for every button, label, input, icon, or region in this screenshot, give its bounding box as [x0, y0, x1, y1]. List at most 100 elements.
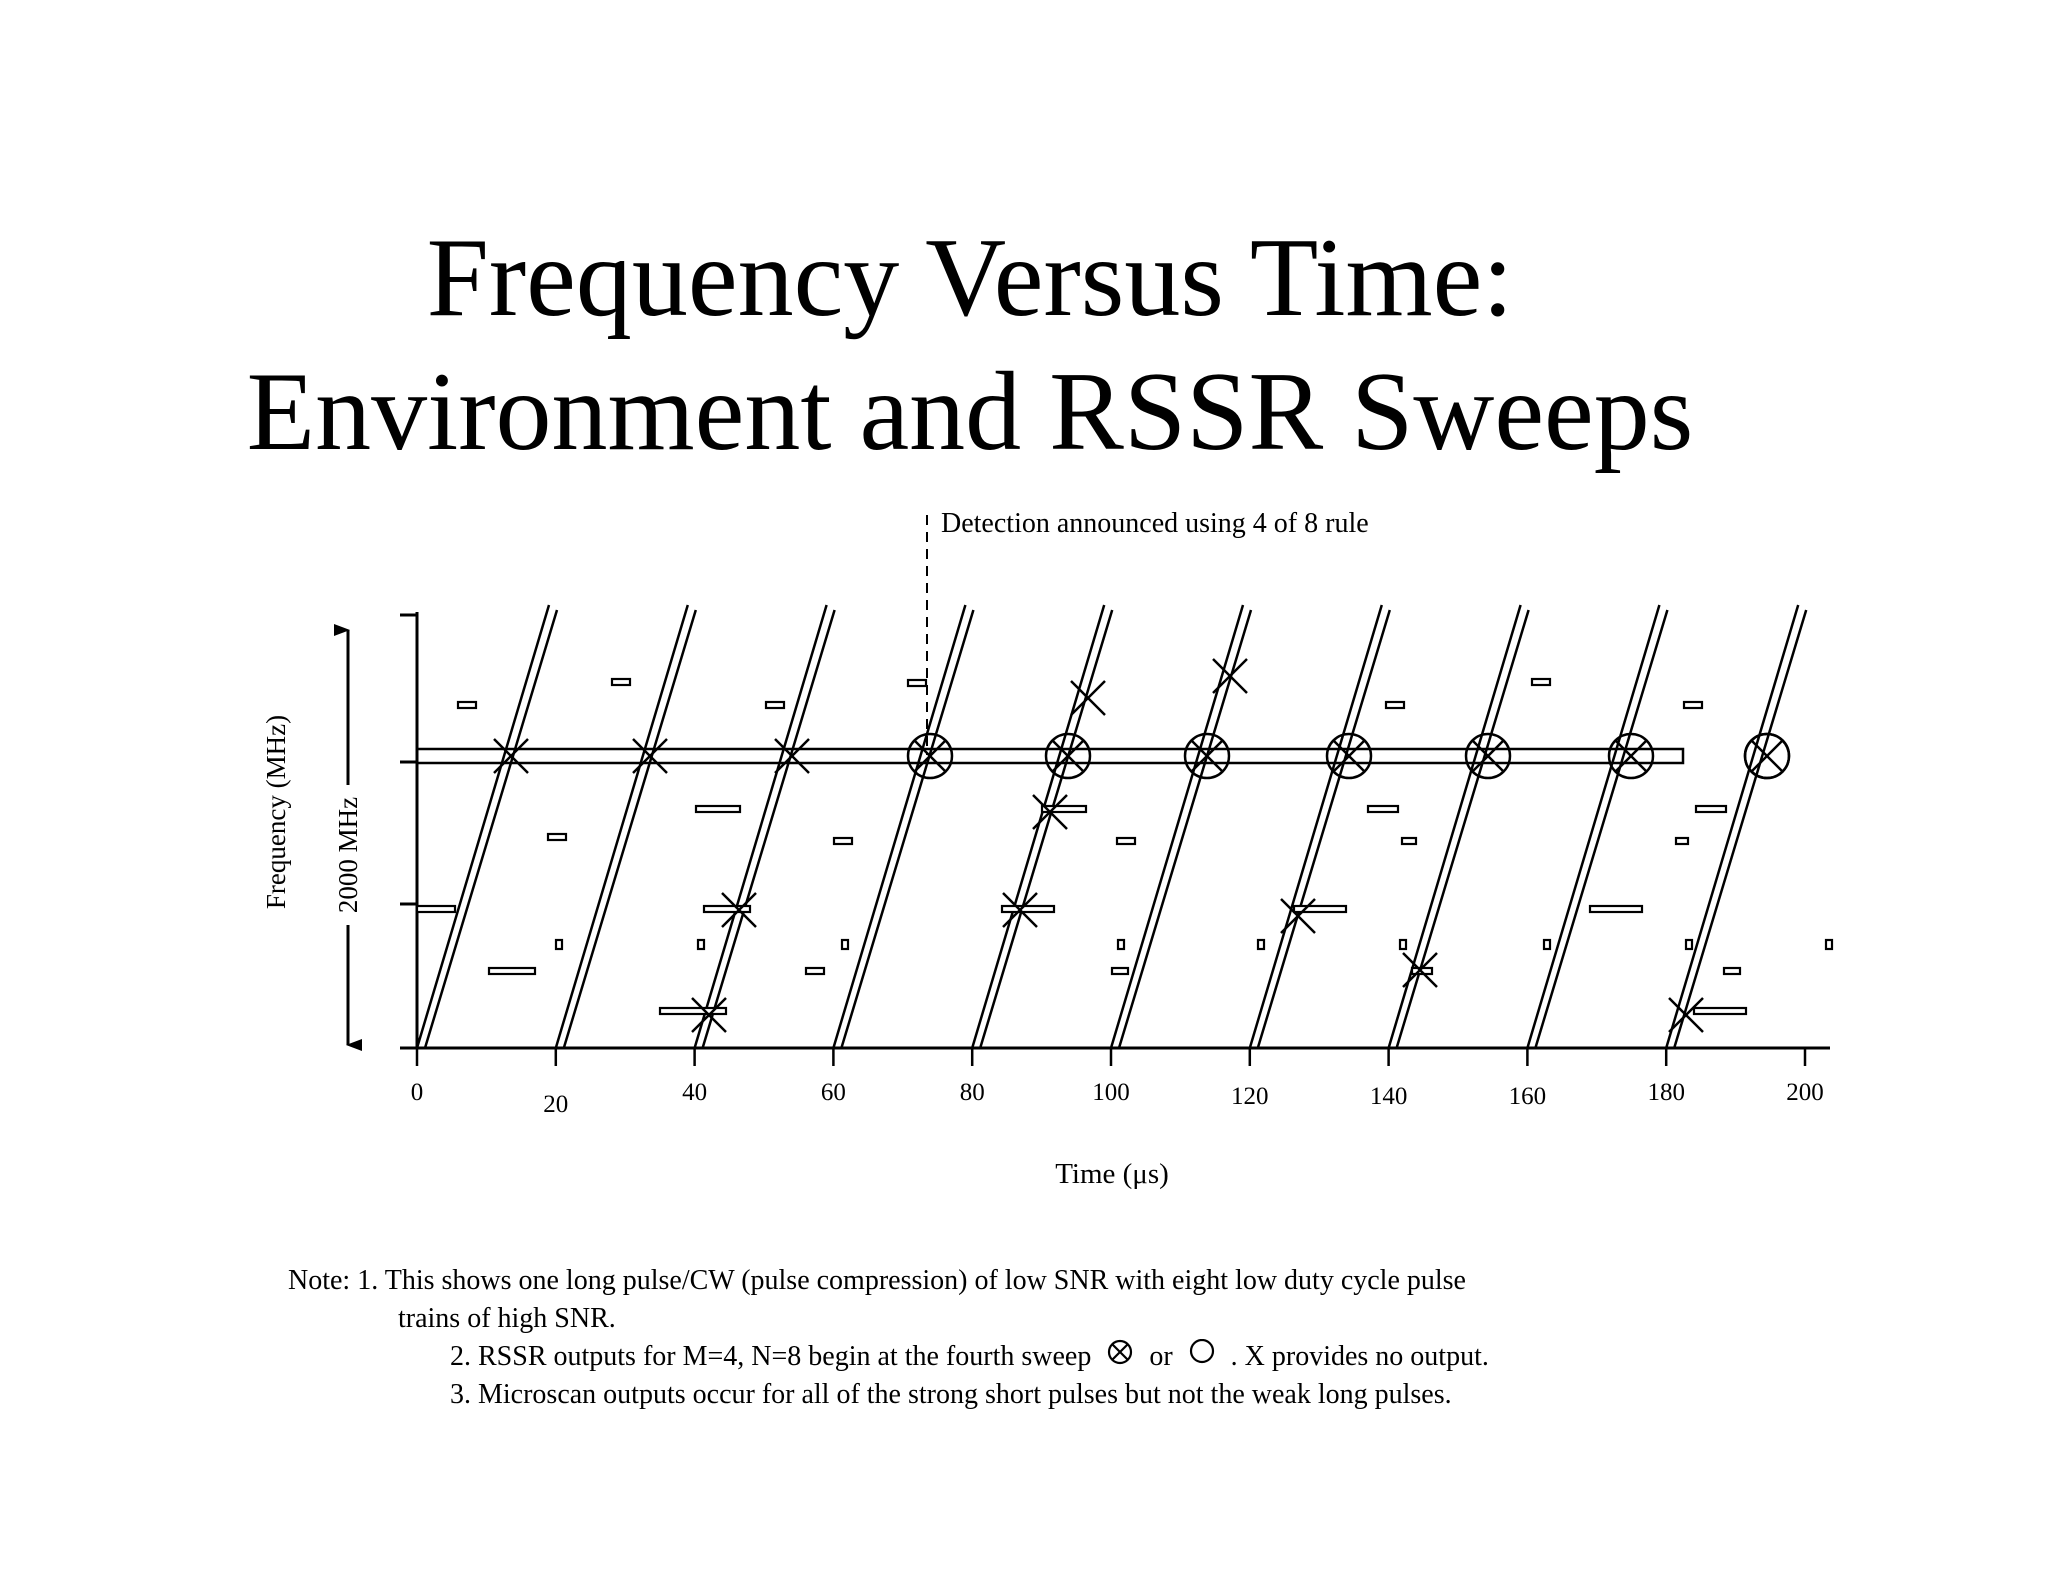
- sweep-line: [1109, 604, 1245, 1049]
- detection-circle: [1607, 732, 1655, 780]
- detection-annotation: Detection announced using 4 of 8 rule: [941, 508, 1369, 539]
- short-pulse: [840, 938, 850, 951]
- sweep-line: [840, 609, 975, 1049]
- x-mark: [1032, 794, 1068, 830]
- short-pulse: [1292, 904, 1348, 914]
- circle-x-detection: [1044, 732, 1092, 780]
- short-pulse: [415, 904, 457, 914]
- short-pulse: [694, 804, 742, 814]
- x-mark-stroke: [721, 892, 757, 928]
- short-pulse: [610, 677, 632, 687]
- note-1: Note: 1. This shows one long pulse/CW (p…: [288, 1262, 1489, 1300]
- x-mark: [1280, 898, 1316, 934]
- sweep-line: [1665, 604, 1800, 1049]
- short-pulse: [1040, 804, 1088, 814]
- x-mark-stroke: [774, 738, 810, 774]
- x-mark-stroke: [691, 997, 727, 1033]
- long-pulse-cw-band: [415, 747, 1685, 765]
- circle-icon: [1189, 1339, 1214, 1364]
- x-mark-stroke: [1668, 997, 1704, 1033]
- sweep-line: [1387, 604, 1522, 1049]
- x-mark: [1668, 997, 1704, 1033]
- x-mark: [1002, 892, 1038, 928]
- short-pulse: [1692, 1006, 1748, 1016]
- x-mark-stroke: [1070, 680, 1106, 716]
- detection-circle: [1325, 732, 1373, 780]
- x-mark: [774, 738, 810, 774]
- x-tick-label: 200: [1786, 1079, 1824, 1106]
- x-tick-label: 100: [1092, 1079, 1130, 1106]
- sweep-line: [693, 604, 828, 1049]
- note-2: 2. RSSR outputs for M=4, N=8 begin at th…: [450, 1338, 1489, 1376]
- sweep-line: [1534, 609, 1669, 1049]
- x-tick-label: 160: [1509, 1083, 1547, 1110]
- x-mark: [721, 892, 757, 928]
- circle-x-icon: [1108, 1339, 1133, 1365]
- x-tick-label: 180: [1647, 1079, 1685, 1106]
- short-pulse: [1256, 938, 1266, 951]
- sweep-line: [554, 604, 689, 1049]
- short-pulse: [658, 1006, 728, 1016]
- detection-cross: [1472, 740, 1504, 772]
- short-pulse: [456, 700, 478, 710]
- sweep-line: [832, 604, 967, 1049]
- x-mark-stroke: [632, 738, 668, 774]
- short-pulse: [1115, 836, 1137, 846]
- x-tick-label: 20: [543, 1091, 568, 1118]
- x-mark-stroke: [1032, 794, 1068, 830]
- circle-x-detection: [1325, 732, 1373, 780]
- x-mark-stroke: [1212, 658, 1248, 694]
- sweep-line: [701, 609, 836, 1049]
- sweep-line: [1395, 609, 1530, 1049]
- short-pulse: [764, 700, 786, 710]
- sweep-line: [423, 609, 559, 1049]
- x-mark-stroke: [1280, 898, 1316, 934]
- x-mark-stroke: [1402, 952, 1438, 988]
- x-mark-stroke: [1002, 892, 1038, 928]
- short-pulse: [1542, 938, 1552, 951]
- detection-circle: [906, 732, 954, 780]
- span-label: 2000 MHz: [333, 797, 363, 913]
- short-pulse: [906, 678, 928, 688]
- detection-cross: [914, 740, 946, 772]
- short-pulse: [702, 904, 752, 914]
- short-pulse: [1110, 966, 1130, 976]
- short-pulse: [1530, 677, 1552, 687]
- sweep-line: [1248, 604, 1383, 1049]
- detection-cross: [1615, 740, 1647, 772]
- x-tick-label: 140: [1370, 1083, 1408, 1110]
- detection-cross: [1191, 740, 1223, 772]
- note-3: 3. Microscan outputs occur for all of th…: [450, 1379, 1452, 1410]
- short-pulse: [832, 836, 854, 846]
- x-axis-label: Time (μs): [1055, 1158, 1169, 1190]
- detection-cross: [1751, 740, 1783, 772]
- short-pulse: [1366, 804, 1400, 814]
- sweep-line: [415, 604, 551, 1049]
- note-1-text: 1. This shows one long pulse/CW (pulse c…: [357, 1265, 1466, 1296]
- short-pulse: [696, 938, 706, 951]
- short-pulse: [804, 966, 826, 976]
- short-pulse: [1722, 966, 1742, 976]
- short-pulse: [1824, 938, 1834, 951]
- note-prefix: Note:: [288, 1265, 351, 1296]
- plain-circle-detection: [1743, 732, 1791, 780]
- title-line-1: Frequency Versus Time:: [426, 216, 1514, 340]
- short-pulse: [1398, 938, 1408, 951]
- circle-x-detection: [906, 732, 954, 780]
- short-pulse: [1682, 700, 1704, 710]
- sweep-line: [562, 609, 697, 1049]
- x-mark: [493, 738, 529, 774]
- x-mark: [632, 738, 668, 774]
- x-mark: [1402, 952, 1438, 988]
- x-mark: [1212, 658, 1248, 694]
- short-pulse: [1588, 904, 1644, 914]
- short-pulse: [1694, 804, 1728, 814]
- x-tick-label: 120: [1231, 1083, 1269, 1110]
- detection-circle: [1183, 732, 1231, 780]
- sweep-line: [971, 604, 1106, 1049]
- short-pulse: [1674, 836, 1690, 846]
- x-mark: [691, 997, 727, 1033]
- note-2-text: 2. RSSR outputs for M=4, N=8 begin at th…: [450, 1341, 1092, 1372]
- x-mark-stroke: [493, 738, 529, 774]
- short-pulse: [1684, 938, 1694, 951]
